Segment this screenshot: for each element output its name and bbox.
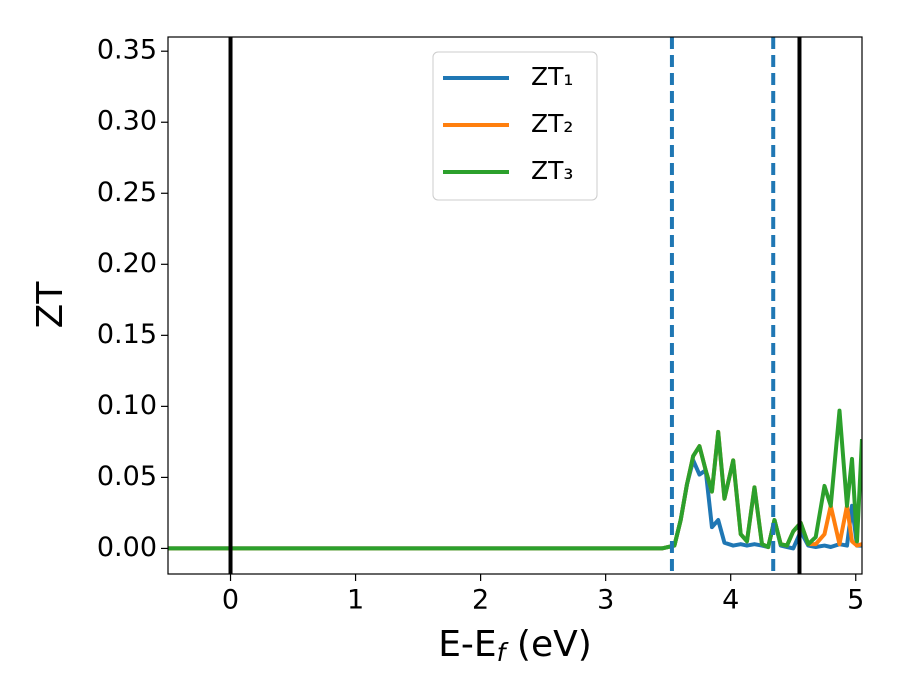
y-tick-label: 0.35	[97, 35, 157, 66]
y-axis-label: ZT	[30, 281, 71, 329]
x-tick-label: 4	[722, 585, 739, 616]
legend-label: ZT₃	[531, 156, 573, 185]
x-tick-label: 2	[472, 585, 489, 616]
y-tick-label: 0.20	[97, 248, 157, 279]
y-tick-label: 0.25	[97, 177, 157, 208]
y-tick-label: 0.10	[97, 390, 157, 421]
y-tick-label: 0.05	[97, 461, 157, 492]
plot-frame	[167, 36, 863, 575]
legend-label: ZT₁	[531, 62, 573, 91]
y-tick-label: 0.15	[97, 319, 157, 350]
y-tick-label: 0.30	[97, 106, 157, 137]
series-line	[168, 408, 862, 551]
x-tick-label: 5	[847, 585, 864, 616]
legend-label: ZT₂	[531, 109, 573, 138]
series-line	[168, 429, 862, 551]
x-tick-label: 3	[597, 585, 614, 616]
x-axis-label: E-Ef (eV)	[438, 624, 592, 667]
legend-box	[432, 51, 598, 201]
x-tick-label: 1	[347, 585, 364, 616]
plot-area	[168, 408, 862, 551]
x-tick-label: 0	[222, 585, 239, 616]
y-tick-label: 0.00	[97, 532, 157, 563]
